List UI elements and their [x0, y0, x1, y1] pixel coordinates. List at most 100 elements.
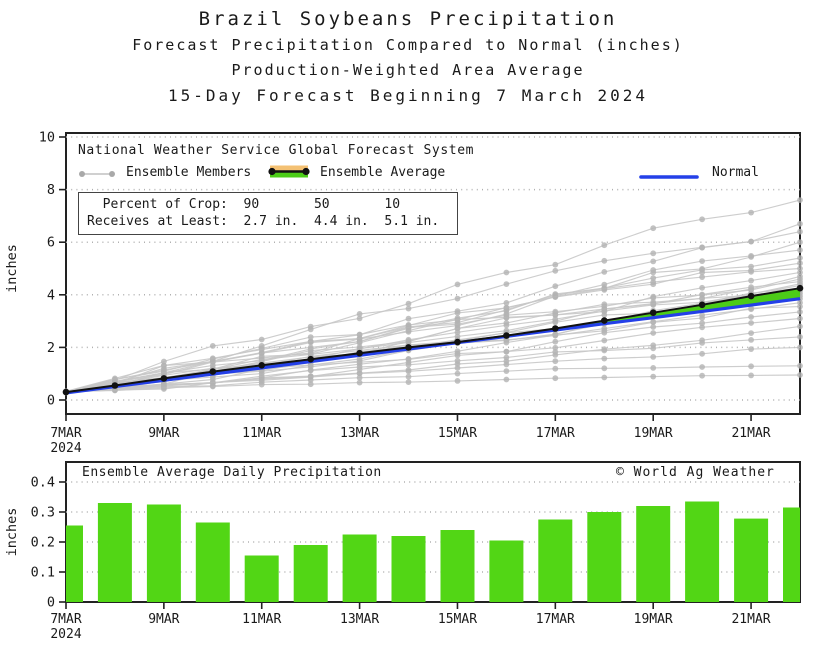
ensemble-member-dot — [601, 269, 607, 275]
ensemble-member-dot — [699, 216, 705, 222]
precip-bar — [636, 506, 670, 602]
ensemble-member-dot — [406, 368, 412, 374]
ensemble-average-dot — [161, 375, 168, 382]
ensemble-member-dot — [455, 310, 461, 316]
ensemble-member-line — [66, 269, 800, 392]
crop-box-line2: Receives at Least: 2.7 in. 4.4 in. 5.1 i… — [87, 213, 457, 230]
ensemble-average-dot — [454, 339, 461, 346]
precip-bar — [294, 545, 328, 602]
ensemble-member-dot — [601, 375, 607, 381]
ensemble-member-dot — [699, 351, 705, 357]
ensemble-member-dot — [797, 309, 803, 315]
axis-tick-label: 0.1 — [31, 565, 55, 581]
ensemble-member-dot — [748, 253, 754, 259]
ensemble-member-dot — [699, 258, 705, 264]
axis-tick-label: 10 — [39, 130, 55, 146]
ensemble-member-dot — [357, 380, 363, 386]
ensemble-member-dot — [797, 260, 803, 266]
ensemble-member-dot — [748, 269, 754, 275]
ensemble-member-dot — [650, 250, 656, 256]
precip-bar — [245, 556, 279, 603]
normal-swatch-icon — [638, 167, 700, 186]
ensemble-member-dot — [699, 373, 705, 379]
ensemble-member-dot — [699, 324, 705, 330]
ensemble-member-dot — [699, 340, 705, 346]
ensemble-member-dot — [650, 301, 656, 307]
ensemble-average-dot — [699, 302, 706, 309]
ensemble-member-dot — [308, 327, 314, 333]
ensemble-average-dot — [601, 317, 608, 324]
axis-tick-label: 13MAR — [340, 612, 379, 627]
ensemble-member-dot — [601, 330, 607, 336]
ensemble-member-dot — [650, 225, 656, 231]
axis-tick-label: 2024 — [50, 441, 81, 456]
ensemble-member-dot — [748, 346, 754, 352]
legend-source-label: National Weather Service Global Forecast… — [78, 143, 474, 158]
precip-bar — [343, 535, 377, 603]
bottom-chart-title: Ensemble Average Daily Precipitation — [82, 465, 382, 480]
ensemble-member-dot — [650, 354, 656, 360]
ensemble-average-dot — [552, 325, 559, 332]
legend-label-normal: Normal — [712, 165, 759, 180]
ensemble-member-dot — [601, 258, 607, 264]
ensemble-member-dot — [455, 378, 461, 384]
ensemble-member-dot — [797, 334, 803, 340]
ensemble-member-dot — [748, 239, 754, 245]
ensemble-member-dot — [308, 368, 314, 374]
ensemble-member-dot — [406, 362, 412, 368]
ensemble-member-dot — [504, 349, 510, 355]
ensemble-average-dot — [650, 309, 657, 316]
ensemble-member-dot — [455, 317, 461, 323]
precip-bar — [489, 541, 523, 603]
ensemble-member-dot — [357, 311, 363, 317]
ensemble-member-dot — [552, 268, 558, 274]
weather-chart-page: Brazil Soybeans Precipitation Forecast P… — [0, 0, 816, 645]
ensemble-average-dot — [797, 285, 804, 292]
ensemble-member-dot — [601, 286, 607, 292]
ensemble-member-dot — [161, 385, 167, 391]
ensemble-member-dot — [552, 366, 558, 372]
axis-tick-label: 19MAR — [634, 612, 673, 627]
ensemble-member-dot — [552, 349, 558, 355]
ensemble-member-dot — [650, 279, 656, 285]
ensemble-member-dot — [259, 347, 265, 353]
ensemble-member-dot — [699, 295, 705, 301]
bottom-y-axis-label: inches — [4, 508, 20, 557]
ensemble-average-dot — [748, 293, 755, 300]
ensemble-member-dot — [259, 353, 265, 359]
ensemble-member-dot — [552, 312, 558, 318]
ensemble-member-dot — [504, 322, 510, 328]
ensemble-member-dot — [504, 362, 510, 368]
watermark: © World Ag Weather — [616, 465, 775, 480]
ensemble-member-dot — [748, 337, 754, 343]
axis-tick-label: 4 — [47, 287, 55, 303]
ensemble-member-dot — [797, 247, 803, 253]
ensemble-member-line — [66, 347, 800, 391]
ensemble-average-dot — [307, 356, 314, 363]
ensemble-member-dot — [552, 332, 558, 338]
ensemble-member-dot — [504, 340, 510, 346]
ensemble-member-dot — [699, 285, 705, 291]
ensemble-member-dot — [308, 381, 314, 387]
ensemble-member-dot — [259, 382, 265, 388]
axis-tick-label: 19MAR — [634, 426, 673, 441]
ensemble-member-dot — [406, 306, 412, 312]
ensemble-average-dot — [210, 368, 217, 375]
ensemble-member-dot — [601, 338, 607, 344]
ensemble-member-dot — [650, 324, 656, 330]
ensemble-member-dot — [797, 221, 803, 227]
ensemble-member-dot — [650, 365, 656, 371]
axis-tick-label: 0.3 — [31, 505, 55, 521]
axis-tick-label: 0 — [47, 393, 55, 409]
axis-tick-label: 17MAR — [536, 612, 575, 627]
ensemble-member-dot — [552, 294, 558, 300]
ensemble-member-dot — [406, 328, 412, 334]
ensemble-member-dot — [748, 314, 754, 320]
precip-bar — [66, 526, 83, 603]
normal-series — [66, 299, 800, 393]
ensemble-member-dot — [504, 314, 510, 320]
ensemble-member-dot — [650, 330, 656, 336]
ensemble-member-dot — [797, 324, 803, 330]
normal-line — [66, 299, 800, 393]
axis-tick-label: 11MAR — [242, 612, 281, 627]
